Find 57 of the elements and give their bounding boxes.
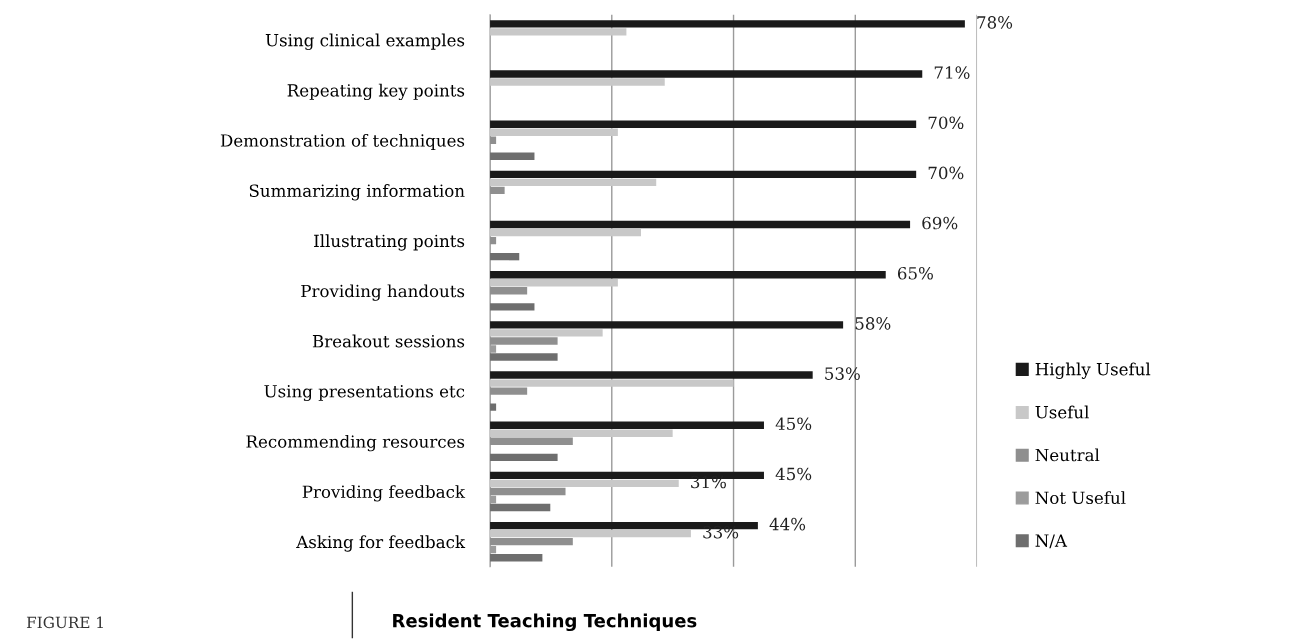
bar xyxy=(490,303,535,311)
y-tick-label: Demonstration of techniques xyxy=(220,133,465,151)
bar xyxy=(490,271,886,279)
bar xyxy=(490,279,618,287)
data-label: 70% xyxy=(928,166,964,180)
bar xyxy=(490,503,551,512)
bar xyxy=(490,429,673,437)
bar xyxy=(490,353,558,361)
data-label: 45% xyxy=(775,467,812,481)
bar xyxy=(490,120,917,128)
bar xyxy=(490,178,657,187)
bar xyxy=(490,329,603,337)
y-tick-label: Recommending resources xyxy=(246,434,465,452)
bar xyxy=(490,20,965,28)
legend-label: Not Useful xyxy=(1035,491,1126,505)
bar xyxy=(490,453,558,462)
bar xyxy=(490,321,844,329)
legend-label: Useful xyxy=(1035,405,1089,419)
data-label: 78% xyxy=(977,16,1013,29)
caption: FIGURE 1 xyxy=(26,616,103,629)
bar xyxy=(490,379,734,387)
data-label: 70% xyxy=(928,116,964,130)
data-label: 69% xyxy=(922,216,958,230)
y-tick-label: Providing handouts xyxy=(301,284,465,301)
y-tick-label: Illustrating points xyxy=(314,234,465,251)
bar xyxy=(490,170,917,179)
bar xyxy=(490,252,520,261)
legend-label: N/A xyxy=(1035,534,1068,549)
bar xyxy=(490,554,543,562)
bar xyxy=(490,421,764,429)
data-label: 45% xyxy=(775,417,812,431)
y-tick-label: Using presentations etc xyxy=(264,385,465,402)
bar xyxy=(490,371,813,379)
bar xyxy=(490,78,665,86)
data-label: 33% xyxy=(703,525,739,539)
data-label: 58% xyxy=(855,317,891,330)
legend-label: Highly Useful xyxy=(1035,362,1151,379)
y-tick-label: Using clinical examples xyxy=(265,33,465,50)
text: Resident Teaching Techniques xyxy=(393,613,697,632)
bar xyxy=(490,479,679,488)
bar xyxy=(490,128,618,136)
y-tick-label: Repeating key points xyxy=(287,83,465,101)
data-label: 44% xyxy=(769,517,806,531)
bar xyxy=(490,228,642,237)
bar xyxy=(490,152,535,160)
data-label: 53% xyxy=(825,367,860,380)
y-tick-label: Asking for feedback xyxy=(296,535,466,552)
bar xyxy=(490,28,627,36)
data-label: 71% xyxy=(934,66,970,79)
bar xyxy=(490,220,911,229)
legend-label: Neutral xyxy=(1035,448,1100,462)
y-tick-label: Providing feedback xyxy=(302,485,466,502)
data-label: 65% xyxy=(897,266,933,280)
bar xyxy=(490,70,923,78)
y-tick-label: Breakout sessions xyxy=(312,334,465,348)
bar xyxy=(490,529,691,538)
y-tick-label: Summarizing information xyxy=(249,184,465,201)
